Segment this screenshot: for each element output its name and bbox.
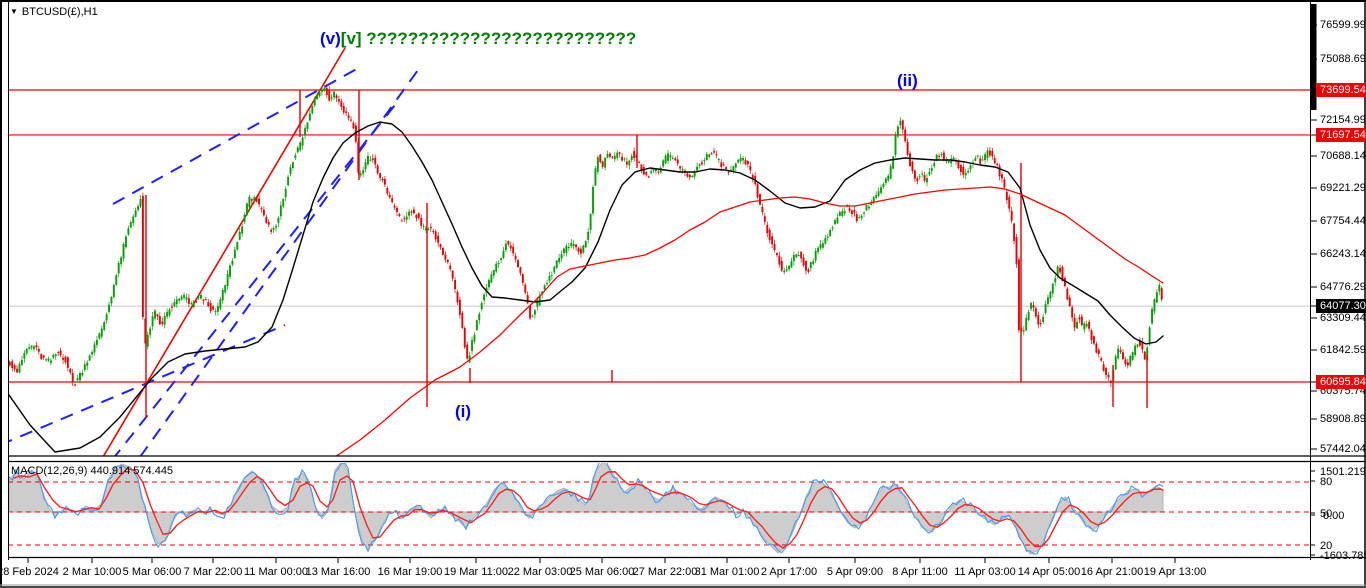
symbol-label: BTCUSD(£),H1 [21,6,98,18]
price-axis-label: 61842.59 [1320,344,1366,356]
blue-dashed-trendline [113,104,396,456]
price-badge: 64077.30 [1316,299,1366,313]
price-axis-label: 66243.14 [1320,248,1366,260]
macd-axis-label: -1603.785 [1320,550,1366,562]
macd-axis-label: 80 [1320,476,1333,488]
time-axis-label: 5 Mar 06:00 [122,566,182,578]
time-axis-label: 11 Apr 03:00 [954,566,1016,578]
price-axis-label: 70688.14 [1320,150,1366,162]
wave-v-label: (v) [320,29,341,48]
macd-axis-label: 50 [1320,508,1333,520]
time-axis-label: 31 Mar 01:00 [694,566,760,578]
macd-axis-label: 20 [1320,540,1333,552]
ma-fast-line [9,121,1164,453]
time-axis-label: 14 Apr 05:00 [1017,566,1081,578]
price-axis-label: 72154.99 [1320,114,1366,126]
price-axis-label: 67754.44 [1320,215,1366,227]
price-axis-label: 76599.99 [1320,19,1366,31]
time-axis-label: 2 Apr 17:00 [760,566,818,578]
ma-slow-line [335,186,1164,456]
price-axis-label: 57442.04 [1320,443,1366,455]
blue-dashed-trendline [9,324,286,443]
price-badge: 73699.54 [1316,83,1366,97]
price-badge: 71697.54 [1316,128,1366,142]
price-axis-label: 63309.44 [1320,312,1366,324]
macd-signal-line [13,468,1164,549]
time-axis-label: 19 Mar 11:00 [443,566,508,578]
macd-histogram-area [9,463,1164,555]
price-pane[interactable] [0,47,1310,460]
chevron-down-icon[interactable]: ▼ [10,7,18,16]
time-axis-label: 19 Apr 13:00 [1143,566,1207,578]
macd-axis-label: 0.00 [1323,510,1345,522]
macd-pane[interactable] [8,460,1310,555]
price-axis-label: 75088.69 [1320,53,1366,65]
macd-indicator-label: MACD(12,26,9) 440.914 574.445 [11,465,174,477]
time-axis-label: 28 Feb 2024 [0,566,59,578]
time-axis-label: 25 Mar 06:00 [569,566,635,578]
price-axis-label: 69221.29 [1320,182,1366,194]
red-trendline [102,47,346,456]
wave-annotation-i: (i) [455,402,472,421]
wave-annotation-v: (v)[v] ?????????????????????????? [320,29,636,49]
time-axis-label: 13 Mar 16:00 [305,566,371,578]
time-axis-label: 11 Mar 00:00 [243,566,308,578]
symbol-title: ▼ BTCUSD(£),H1 [10,6,98,18]
axis-scale-grip [1311,4,1317,110]
time-axis-label: 16 Apr 21:00 [1080,566,1144,578]
time-axis-label: 5 Apr 09:00 [826,566,884,578]
time-axis-label: 8 Apr 11:00 [892,566,948,578]
wave-v-question-label: [v] ?????????????????????????? [340,29,637,48]
time-axis-label: 16 Mar 19:00 [377,566,443,578]
blue-dashed-trendline [112,65,363,205]
time-axis-label: 2 Mar 10:00 [62,566,122,578]
price-axis-label: 58908.89 [1320,413,1366,425]
macd-axis-label: 1501.219 [1320,466,1366,478]
price-axis-label: 64776.29 [1320,281,1366,293]
price-badge: 60695.84 [1316,375,1366,389]
blue-dashed-trendline [139,69,419,456]
wave-annotation-ii: (ii) [897,71,918,90]
time-axis-label: 7 Mar 22:00 [183,566,243,578]
candles-layer [9,83,1163,388]
time-axis-label: 22 Mar 03:00 [507,566,573,578]
time-axis-label: 27 Mar 22:00 [632,566,698,578]
